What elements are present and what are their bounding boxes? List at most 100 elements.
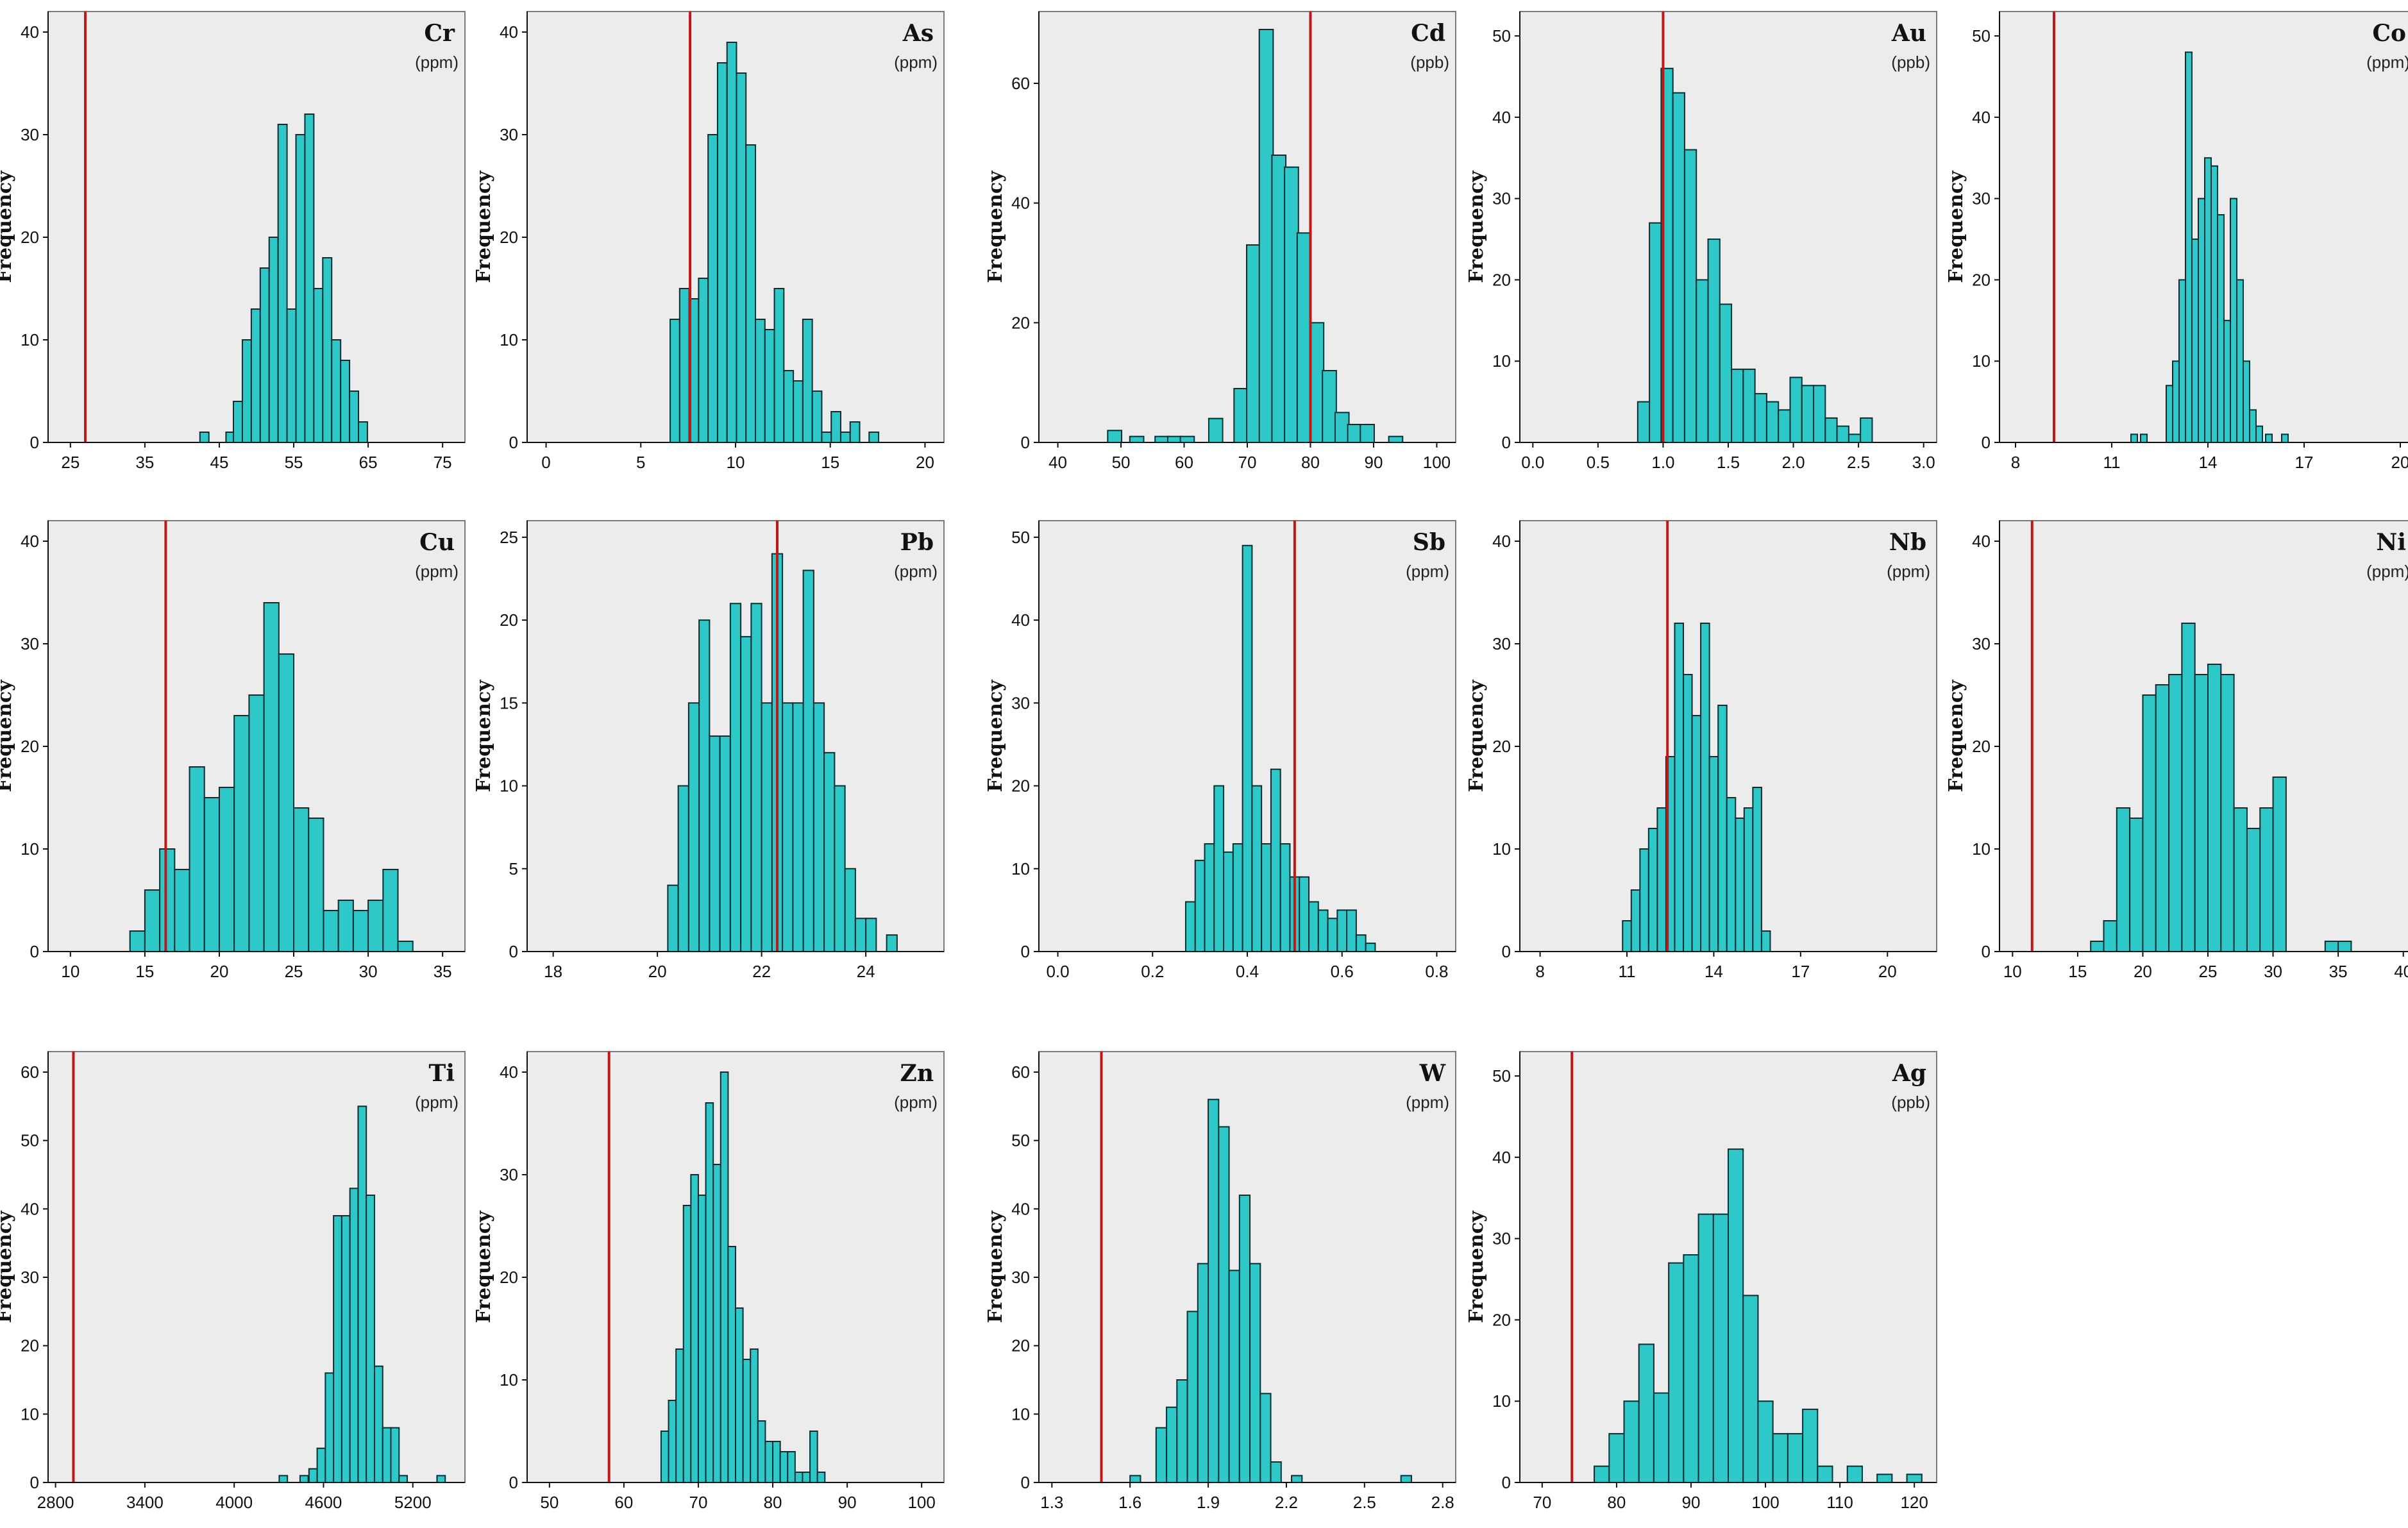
bar-ag-16 (1846, 1465, 1863, 1484)
histogram-ti: 2800 3400 4000 4600 5200 0 10 20 30 40 50 60 Frequen… (0, 1051, 466, 1512)
x-tick-label: 70 (1238, 453, 1257, 472)
y-axis-label: Frequency (984, 170, 1007, 283)
bar-sb-3 (1213, 785, 1225, 952)
x-tick-label: 25 (2199, 962, 2218, 981)
bar-as-1 (678, 288, 690, 443)
bar-cr-7 (277, 124, 288, 443)
bar-co-12 (2230, 197, 2237, 443)
bar-cr-16 (358, 421, 368, 443)
bar-pb-1 (677, 785, 689, 952)
bar-cd-8 (1258, 29, 1274, 443)
y-tick-label: 50 (1011, 528, 1030, 547)
y-tick-label: 20 (1492, 1310, 1511, 1329)
bar-zn-14 (764, 1441, 774, 1483)
bar-ni-3 (2129, 818, 2144, 952)
bar-pb-12 (792, 702, 804, 953)
x-tick-label: 10 (61, 962, 80, 981)
y-tick-label: 50 (1492, 1066, 1511, 1086)
bar-nb-13 (1735, 818, 1745, 952)
x-tick-label: 17 (2295, 453, 2314, 472)
y-tick-label: 10 (1492, 1391, 1511, 1411)
bar-cu-14 (337, 900, 354, 952)
histogram-nb: 8 11 14 17 20 0 10 20 30 40 Frequency Nb (ppm) (1465, 520, 1937, 981)
y-tick-label: 0 (509, 942, 518, 961)
bar-zn-8 (720, 1071, 729, 1483)
bar-zn-12 (750, 1348, 759, 1483)
bar-cr-2 (233, 401, 243, 443)
y-tick-label: 20 (21, 228, 39, 247)
bar-ni-12 (2246, 828, 2261, 952)
x-tick-label: 1.3 (1040, 1493, 1063, 1512)
histogram-as: 0 5 10 15 20 0 10 20 30 40 Frequency As (ppm) (473, 11, 945, 472)
bar-ag-10 (1742, 1295, 1759, 1483)
y-tick-label: 0 (30, 433, 39, 452)
y-tick-label: 40 (21, 1199, 39, 1218)
element-title: Ni (2376, 529, 2406, 556)
y-axis-label: Frequency (473, 170, 495, 283)
bar-nb-2 (1639, 848, 1649, 952)
bar-as-14 (802, 319, 813, 443)
unit-label: (ppm) (1887, 562, 1930, 581)
bar-au-6 (1707, 239, 1721, 443)
bar-au-18 (1848, 433, 1862, 443)
bar-nb-10 (1708, 756, 1719, 952)
bar-cu-0 (129, 930, 146, 952)
bar-sb-17 (1346, 909, 1357, 953)
bar-as-7 (736, 72, 747, 443)
y-axis-label: Frequency (1945, 679, 1967, 793)
y-tick-label: 20 (500, 1268, 518, 1287)
x-tick-label: 100 (1751, 1493, 1779, 1512)
x-tick-label: 0.0 (1046, 962, 1069, 981)
bar-cu-16 (367, 900, 384, 952)
bar-co-15 (2249, 409, 2257, 443)
x-tick-label: 40 (2394, 962, 2408, 981)
x-tick-label: 8 (1535, 962, 1544, 981)
bar-ni-16 (2337, 941, 2352, 952)
bar-co-3 (2172, 360, 2180, 443)
y-tick-label: 20 (1011, 313, 1030, 332)
y-tick-label: 10 (1972, 351, 1991, 371)
y-axis-label: Frequency (0, 679, 16, 793)
unit-label: (ppb) (1891, 53, 1930, 72)
x-tick-label: 15 (2068, 962, 2087, 981)
x-tick-label: 90 (838, 1493, 857, 1512)
x-tick-label: 70 (689, 1493, 708, 1512)
bar-ag-7 (1697, 1213, 1714, 1484)
bar-w-11 (1259, 1393, 1272, 1483)
bar-cd-7 (1246, 244, 1261, 443)
x-tick-label: 22 (752, 962, 771, 981)
y-tick-label: 30 (500, 125, 518, 144)
bar-ni-13 (2259, 807, 2274, 952)
y-tick-label: 20 (1492, 737, 1511, 756)
bar-pb-5 (719, 735, 731, 952)
y-axis-label: Frequency (1465, 679, 1488, 793)
x-tick-label: 4600 (305, 1493, 342, 1512)
bar-ag-12 (1772, 1432, 1789, 1484)
y-tick-label: 0 (1021, 942, 1030, 961)
y-tick-label: 20 (500, 610, 518, 630)
bar-ti-0 (278, 1475, 289, 1483)
x-tick-label: 90 (1365, 453, 1383, 472)
bar-au-13 (1789, 376, 1803, 443)
bar-pb-9 (761, 702, 773, 953)
x-tick-label: 14 (2199, 453, 2218, 472)
bar-cu-10 (278, 653, 295, 952)
bar-as-17 (830, 411, 841, 443)
x-tick-label: 100 (1423, 453, 1451, 472)
bar-nb-7 (1683, 674, 1693, 952)
y-tick-label: 20 (1011, 1336, 1030, 1356)
y-tick-label: 30 (1972, 634, 1991, 653)
bar-au-11 (1765, 401, 1780, 443)
bar-cu-1 (144, 889, 161, 952)
bar-ag-9 (1728, 1148, 1744, 1484)
bar-au-7 (1719, 303, 1733, 443)
y-tick-label: 40 (1972, 532, 1991, 551)
x-tick-label: 2.5 (1353, 1493, 1376, 1512)
bar-as-9 (755, 319, 766, 443)
bar-cd-6 (1233, 388, 1249, 443)
unit-label: (ppm) (1406, 562, 1449, 581)
bar-au-8 (1731, 368, 1744, 443)
bar-as-20 (868, 432, 880, 443)
bar-pb-16 (834, 785, 846, 952)
bar-zn-9 (727, 1246, 736, 1483)
